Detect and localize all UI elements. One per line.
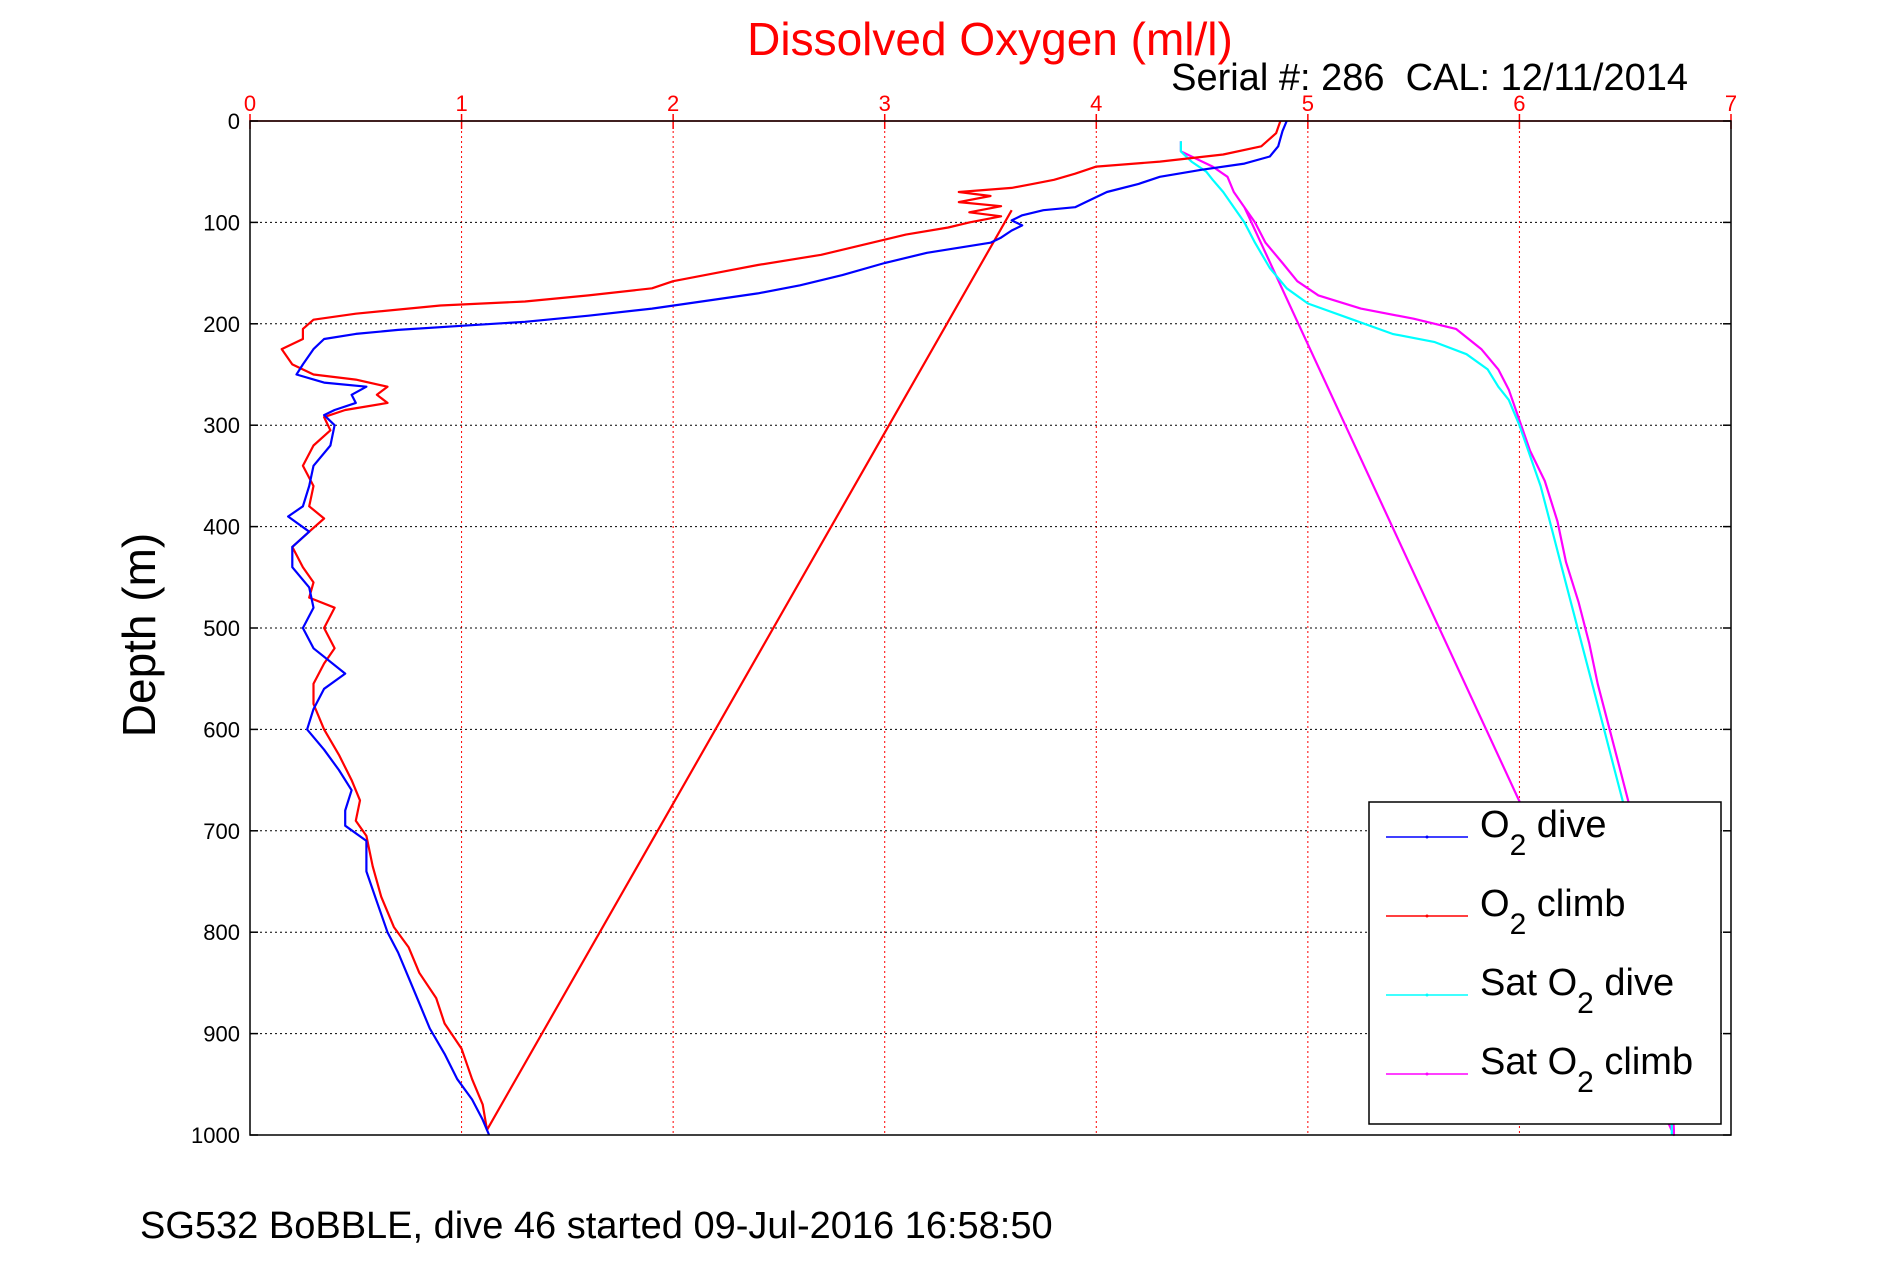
x-tick-label: 3 — [879, 91, 891, 116]
legend-marker — [1425, 1072, 1429, 1076]
x-tick-label: 1 — [455, 91, 467, 116]
legend-label-main: Sat O — [1480, 1041, 1577, 1083]
x-tick-label: 4 — [1090, 91, 1102, 116]
o2-dive-line — [287, 120, 1288, 1136]
y-tick-label: 200 — [203, 312, 240, 337]
y-axis-label: Depth (m) — [113, 533, 165, 737]
legend-label: O2 dive — [1480, 804, 1607, 862]
legend-label-rest: dive — [1526, 804, 1606, 846]
legend-label-main: Sat O — [1480, 962, 1577, 1004]
legend-box — [1368, 801, 1722, 1125]
y-tick-label: 100 — [203, 210, 240, 235]
x-tick-label: 6 — [1513, 91, 1525, 116]
y-tick-label: 0 — [228, 109, 240, 134]
x-tick-labels: 0 1 2 3 4 5 6 7 — [244, 91, 1737, 116]
x-tick-label: 2 — [667, 91, 679, 116]
legend-label-subscript: 2 — [1510, 908, 1527, 941]
y-tick-label: 400 — [203, 515, 240, 540]
x-tick-label: 0 — [244, 91, 256, 116]
legend-label-rest: climb — [1526, 883, 1625, 925]
plot-frame — [249, 120, 1732, 1136]
legend-label-main: O — [1480, 883, 1510, 925]
legend-label-rest: dive — [1594, 962, 1674, 1004]
legend-marker — [1425, 914, 1429, 918]
y-tick-label: 900 — [203, 1022, 240, 1047]
x-tick-label: 5 — [1302, 91, 1314, 116]
footer-text: SG532 BoBBLE, dive 46 started 09-Jul-201… — [140, 1205, 1053, 1247]
y-tick-labels: 0 100 200 300 400 500 600 700 800 900 1000 — [191, 109, 240, 1148]
legend-label-subscript: 2 — [1577, 987, 1594, 1020]
chart-subtitle: Serial #: 286 CAL: 12/11/2014 — [1171, 57, 1688, 99]
legend-label: O2 climb — [1480, 883, 1625, 941]
legend-marker — [1425, 993, 1429, 997]
y-tick-label: 500 — [203, 616, 240, 641]
legend-label-subscript: 2 — [1510, 829, 1527, 862]
y-tick-label: 800 — [203, 920, 240, 945]
o2-climb-line — [280, 120, 1282, 1131]
y-tick-label: 700 — [203, 819, 240, 844]
legend-label-rest: climb — [1594, 1041, 1693, 1083]
chart-title: Dissolved Oxygen (ml/l) — [747, 13, 1233, 65]
legend-label: Sat O2 dive — [1480, 962, 1674, 1020]
legend-label: Sat O2 climb — [1480, 1041, 1693, 1099]
y-tick-label: 600 — [203, 717, 240, 742]
y-tick-label: 1000 — [191, 1123, 240, 1148]
y-tick-label: 300 — [203, 413, 240, 438]
x-tick-label: 7 — [1725, 91, 1737, 116]
legend-label-main: O — [1480, 804, 1510, 846]
legend-marker — [1425, 835, 1429, 839]
legend-label-subscript: 2 — [1577, 1066, 1594, 1099]
